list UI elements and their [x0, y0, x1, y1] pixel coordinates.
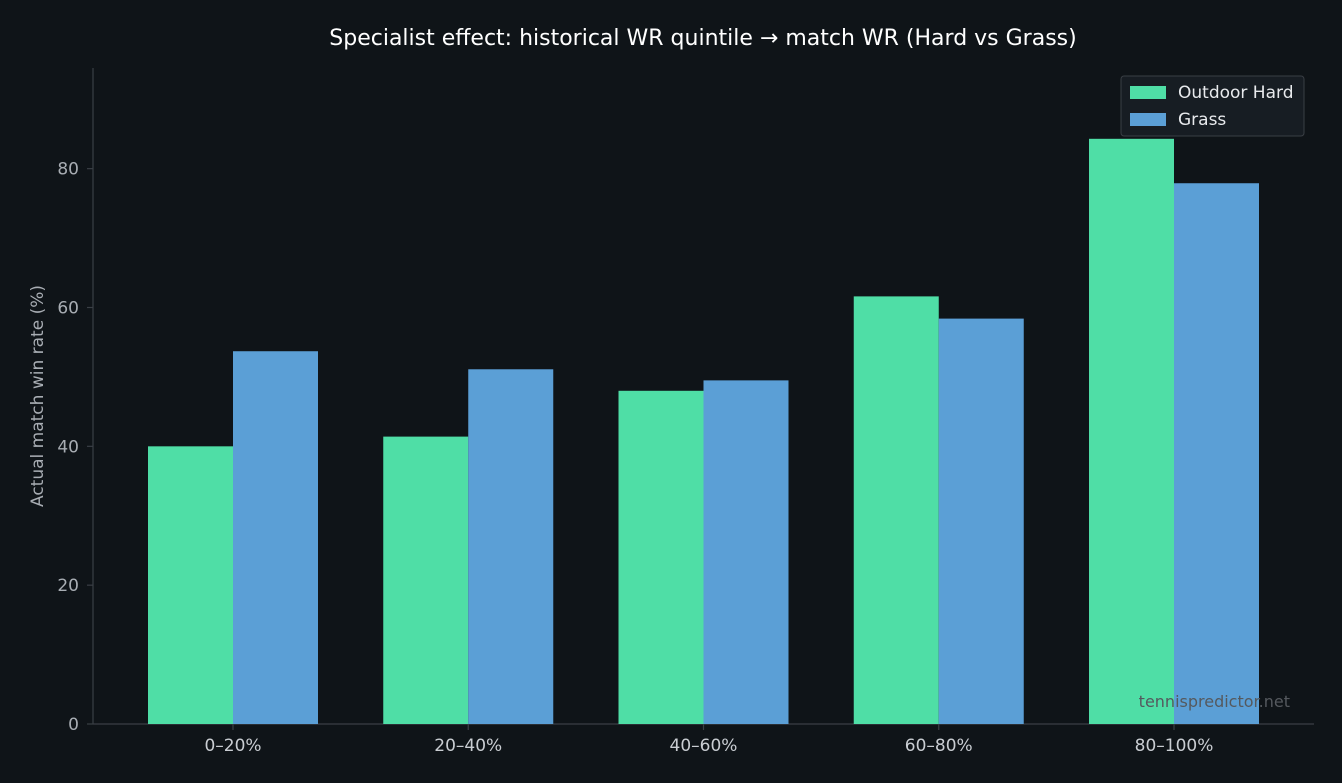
y-axis-label: Actual match win rate (%)	[28, 285, 48, 507]
bar-outdoor-hard-3	[618, 390, 704, 724]
bar-outdoor-hard-2	[383, 436, 469, 724]
bar-outdoor-hard-5	[1089, 138, 1174, 725]
bar-grass-4	[938, 318, 1024, 724]
bar-grass-5	[1174, 183, 1259, 724]
legend-label-grass: Grass	[1178, 110, 1226, 130]
bar-outdoor-hard-1	[148, 446, 233, 724]
y-tick-label: 80	[57, 160, 79, 180]
bar-grass-1	[233, 351, 318, 724]
y-tick-label: 40	[57, 437, 79, 457]
y-tick-label: 20	[57, 576, 79, 596]
legend: Outdoor Hard Grass	[1120, 75, 1305, 137]
watermark: tennispredictor.net	[1139, 692, 1290, 711]
y-tick-label: 60	[57, 298, 79, 318]
x-tick-label: 20–40%	[434, 736, 502, 756]
x-tick-label: 0–20%	[204, 736, 261, 756]
y-tick-label: 0	[68, 715, 79, 735]
legend-box	[1120, 75, 1305, 137]
x-tick-label: 80–100%	[1135, 736, 1214, 756]
legend-label-outdoor-hard: Outdoor Hard	[1178, 83, 1294, 103]
bar-series-group	[148, 138, 1259, 725]
y-axis: 0 20 40 60 80	[57, 68, 94, 735]
chart-title: Specialist effect: historical WR quintil…	[329, 26, 1076, 51]
legend-swatch-grass	[1130, 113, 1166, 126]
bar-grass-2	[468, 369, 554, 724]
x-tick-label: 40–60%	[670, 736, 738, 756]
x-tick-label: 60–80%	[905, 736, 973, 756]
x-axis: 0–20% 20–40% 40–60% 60–80% 80–100%	[93, 723, 1314, 756]
legend-swatch-outdoor-hard	[1130, 86, 1166, 99]
bar-outdoor-hard-4	[853, 296, 939, 724]
bar-grass-3	[703, 380, 789, 724]
